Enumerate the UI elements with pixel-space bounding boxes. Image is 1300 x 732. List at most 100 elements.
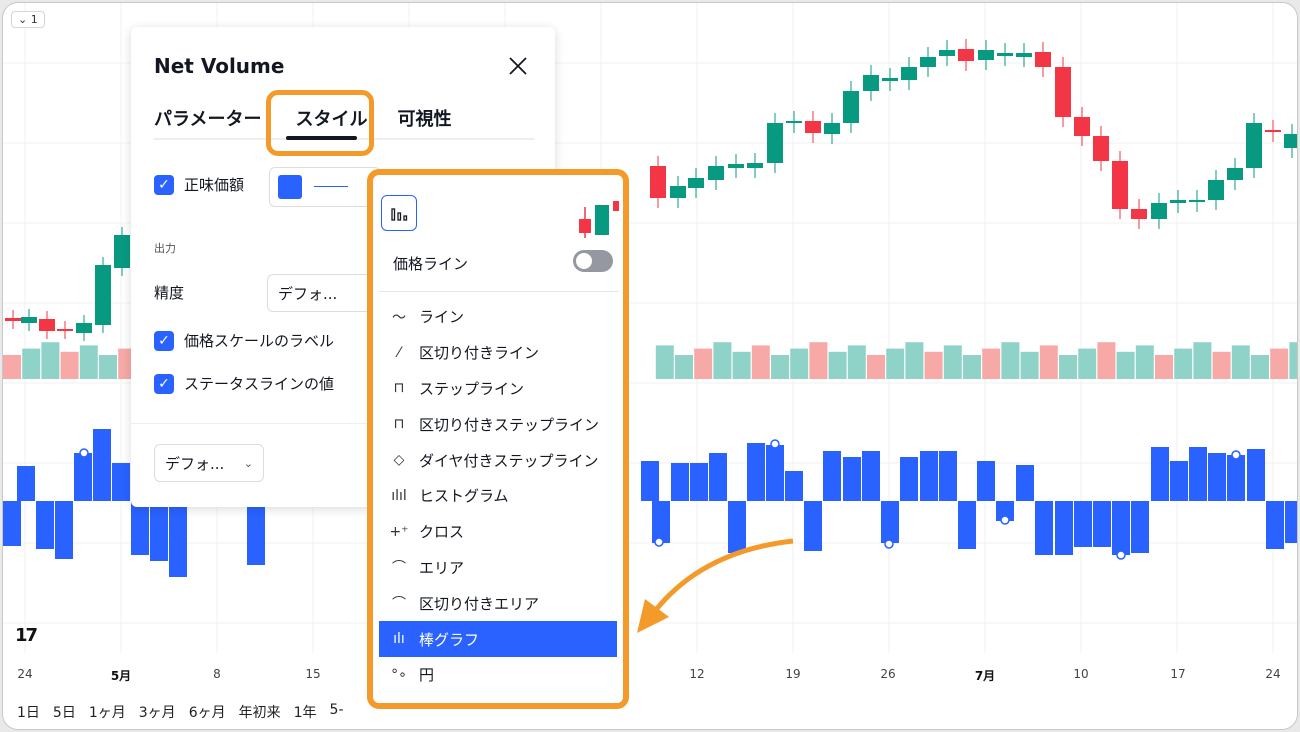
volume-bar	[99, 355, 117, 379]
time-axis-label: 24	[17, 667, 33, 681]
tab-visibility[interactable]: 可視性	[397, 109, 452, 130]
net-volume-bar	[900, 457, 918, 501]
menu-divider	[379, 291, 619, 292]
plot-style-option[interactable]: +⁺ クロス	[379, 514, 617, 550]
footer-divider	[131, 423, 555, 424]
interval-button[interactable]: ⌄ 1	[11, 11, 45, 28]
range-button[interactable]: 1日	[17, 705, 40, 721]
plot-style-option[interactable]: ⌒ エリア	[379, 550, 617, 586]
net-volume-bar	[881, 501, 899, 543]
volume-bar	[1155, 355, 1173, 379]
candle-body	[824, 123, 840, 134]
plot-style-option[interactable]: ⊓ ステップライン	[379, 371, 617, 407]
candle-body	[939, 50, 955, 56]
time-axis-label: 17	[1170, 667, 1186, 681]
volume-bar	[694, 348, 713, 379]
plot-style-option[interactable]: 〜ライン	[379, 299, 617, 335]
plot-style-icon: ılıl	[391, 487, 407, 504]
plot-style-option[interactable]: ⌒ 区切り付きエリア	[379, 585, 617, 621]
defaults-dropdown[interactable]: デフォ... ⌄	[154, 444, 264, 482]
time-axis-label: 19	[785, 667, 801, 681]
net-volume-marker	[884, 539, 894, 549]
plot-style-button[interactable]	[381, 195, 417, 231]
net-volume-bar	[150, 501, 168, 561]
plot-style-option[interactable]: ılı 棒グラフ	[379, 621, 617, 657]
style-tab-highlight	[266, 90, 374, 156]
active-tab-indicator	[286, 136, 357, 140]
net-volume-bar	[55, 501, 73, 559]
candle-body	[1074, 117, 1090, 136]
plot-style-icon: °∘	[391, 666, 407, 683]
range-button[interactable]: 5日	[52, 705, 76, 721]
candle-body	[786, 121, 802, 123]
tradingview-logo[interactable]: 17	[15, 625, 38, 646]
net-volume-bar	[939, 451, 957, 501]
volume-bar	[751, 345, 770, 379]
volume-bar	[713, 342, 732, 379]
plot-style-label: 円	[419, 666, 435, 685]
time-axis-label: 8	[213, 667, 221, 681]
candle-body	[747, 163, 763, 168]
net-volume-bar	[1247, 449, 1265, 501]
plot-style-dropdown: 価格ライン 〜ライン ⁄ 区切り付きライン ⊓ ステップライン ⊓ 区切り付きステップライン…	[367, 169, 629, 709]
net-volume-bar	[17, 466, 35, 501]
dialog-tabs: パラメーター スタイル 可視性	[154, 105, 451, 131]
price-line-toggle[interactable]	[573, 250, 613, 272]
volume-bar	[1116, 351, 1135, 379]
time-axis-label: 12	[689, 667, 705, 681]
plot-style-label: 区切り付きステップライン	[419, 415, 600, 434]
plot-style-label: ダイヤ付きステップライン	[419, 451, 599, 470]
volume-bar	[1231, 345, 1250, 379]
price-scale-checkbox[interactable]: ✓	[154, 330, 174, 351]
close-icon[interactable]	[505, 53, 531, 79]
range-button[interactable]: 年初来	[238, 705, 281, 721]
candle-body	[57, 329, 73, 331]
tab-parameters[interactable]: パラメーター	[154, 109, 262, 130]
line-style-preview	[314, 186, 348, 187]
net-volume-bar	[862, 451, 880, 501]
range-button[interactable]: 6ヶ月	[188, 705, 226, 721]
candle-body	[1016, 53, 1032, 57]
range-button[interactable]: 1ヶ月	[88, 705, 126, 721]
plot-style-option[interactable]: ⊓ 区切り付きステップライン	[379, 406, 617, 442]
candle-body	[901, 67, 917, 80]
candle-body	[5, 318, 21, 321]
time-axis-label: 10	[1073, 667, 1089, 681]
range-button[interactable]: 3ヶ月	[138, 705, 176, 721]
plot-style-icon: ⊓	[393, 380, 405, 397]
net-volume-bar	[1208, 453, 1226, 501]
volume-bar	[675, 355, 693, 379]
net-volume-bar	[1093, 501, 1111, 547]
volume-bar	[1078, 348, 1097, 379]
net-volume-bar	[728, 501, 746, 553]
plot-style-option[interactable]: ◇ ダイヤ付きステップライン	[379, 442, 617, 478]
net-volume-marker	[770, 439, 780, 449]
net-volume-bar	[1055, 501, 1073, 555]
status-line-checkbox[interactable]: ✓	[154, 373, 174, 394]
plot-style-option[interactable]: ⁄ 区切り付きライン	[379, 335, 617, 371]
net-volume-bar	[36, 501, 54, 549]
volume-bar	[1289, 342, 1297, 379]
plot-style-option[interactable]: °∘ 円	[379, 657, 617, 693]
plot-style-icon: ⌒	[392, 596, 406, 613]
net-volume-bar	[1189, 447, 1207, 501]
candle-body	[728, 164, 744, 168]
net-value-checkbox[interactable]: ✓	[154, 174, 174, 195]
color-picker-button[interactable]	[269, 167, 381, 207]
range-button[interactable]: 5-	[329, 702, 344, 718]
net-volume-bar	[1035, 501, 1053, 555]
dialog-title: Net Volume	[154, 54, 285, 78]
precision-select[interactable]: デフォ...	[267, 274, 377, 312]
plot-style-icon: 〜	[392, 309, 406, 326]
range-button[interactable]: 1年	[293, 705, 317, 721]
chart-canvas[interactable]	[3, 3, 1297, 729]
plot-style-label: エリア	[419, 558, 465, 577]
plot-style-icon: ◇	[393, 452, 405, 469]
tab-style[interactable]: スタイル	[295, 109, 368, 130]
candle-body	[863, 75, 879, 91]
plot-style-label: 区切り付きライン	[419, 344, 540, 363]
plot-style-option[interactable]: ılıl ヒストグラム	[379, 478, 617, 514]
net-volume-bar	[996, 501, 1014, 521]
time-axis-label: 7月	[974, 669, 996, 683]
